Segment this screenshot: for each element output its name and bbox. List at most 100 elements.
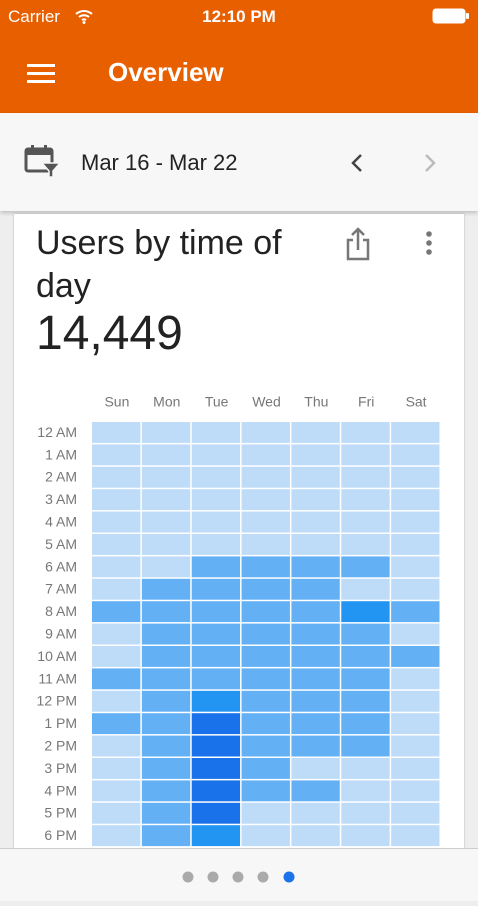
heatmap-cell [191,668,241,690]
heatmap-cell [291,780,340,802]
menu-button[interactable] [27,62,57,84]
row-label: 4 PM [44,782,77,798]
date-bar: Mar 16 - Mar 22 [0,113,478,211]
heatmap-cell [341,780,390,802]
column-label: Sun [104,394,129,410]
heatmap-cell [291,556,340,578]
heatmap-cell [92,623,141,645]
calendar-icon[interactable] [24,145,62,179]
heatmap-cell [191,556,241,578]
heatmap-cell [241,578,290,600]
heatmap-cell [141,489,191,511]
battery-icon [432,8,469,24]
heatmap-cell [341,825,390,847]
row-label: 1 AM [45,446,77,462]
column-label: Tue [205,394,229,410]
heatmap-cell [92,668,141,690]
row-label: 12 AM [37,424,77,440]
heatmap-cell [92,735,141,757]
heatmap-cell [241,466,290,488]
heatmap-cell [141,825,191,847]
heatmap-cell [92,534,141,555]
heatmap-cell [141,802,191,824]
heatmap-cell [141,444,191,466]
next-button[interactable] [423,153,437,173]
page-dot[interactable] [232,871,244,883]
page-dot[interactable] [207,871,219,883]
heatmap-cell [92,578,141,600]
heatmap-cell [241,444,290,466]
column-label: Mon [153,394,180,410]
heatmap-cell [241,511,290,533]
page-dots [182,871,295,883]
heatmap-cell [241,668,290,690]
heatmap-cell [241,623,290,645]
heatmap-cell [391,578,440,600]
heatmap-cell [92,466,141,488]
heatmap-cell [92,646,141,667]
column-label: Fri [358,394,374,410]
heatmap-cell [341,735,390,757]
heatmap-cell [291,735,340,757]
heatmap-cell [191,690,241,712]
heatmap-cell [141,646,191,667]
heatmap-cell [241,690,290,712]
heatmap-cell [191,780,241,802]
heatmap-cell [291,668,340,690]
row-label: 5 PM [44,805,77,821]
carrier: Carrier [8,7,60,26]
heatmap-cell [291,713,340,735]
row-label: 2 AM [45,469,77,485]
heatmap-cell [92,825,141,847]
share-button[interactable] [345,226,371,262]
heatmap-cell [341,758,390,779]
heatmap-cell [141,556,191,578]
heatmap-cell [191,623,241,645]
heatmap-cell [291,444,340,466]
row-label: 5 AM [45,536,77,552]
heatmap-cell [191,713,241,735]
heatmap: Sun Mon Tue Wed Thu Fri Sat 12 AM 1 AM 2 AM 3 AM 4 … [37,394,440,847]
wifi-icon [75,10,93,24]
page-dot[interactable] [182,871,194,883]
row-label: 6 PM [44,827,77,843]
more-button[interactable] [423,230,435,258]
page-dot[interactable] [257,871,269,883]
heatmap-cell [92,802,141,824]
heatmap-cell [391,758,440,779]
row-label: 7 AM [45,581,77,597]
page-dot[interactable] [283,871,295,883]
heatmap-cell [92,444,141,466]
heatmap-cell [291,623,340,645]
row-label: 3 AM [45,491,77,507]
heatmap-cell [341,623,390,645]
heatmap-cell [391,780,440,802]
previous-button[interactable] [350,153,364,173]
row-label: 2 PM [44,738,77,754]
heatmap-cell [391,668,440,690]
heatmap-cell [341,466,390,488]
heatmap-cell [291,646,340,667]
heatmap-cell [341,578,390,600]
heatmap-cell [141,534,191,555]
total-value: 14,449 [36,307,183,360]
heatmap-cell [141,735,191,757]
heatmap-cell [391,489,440,511]
heatmap-cell [141,578,191,600]
column-label: Thu [304,394,328,410]
heatmap-cell [341,668,390,690]
heatmap-cell [291,489,340,511]
heatmap-cell [341,489,390,511]
heatmap-cell [191,489,241,511]
heatmap-cell [191,466,241,488]
heatmap-cell [391,623,440,645]
heatmap-cell [391,825,440,847]
heatmap-cell [391,735,440,757]
heatmap-cell [391,646,440,667]
date-range: Mar 16 - Mar 22 [81,150,238,175]
heatmap-cell [141,780,191,802]
heatmap-cell [341,601,390,623]
heatmap-cell [191,601,241,623]
heatmap-cell [341,444,390,466]
